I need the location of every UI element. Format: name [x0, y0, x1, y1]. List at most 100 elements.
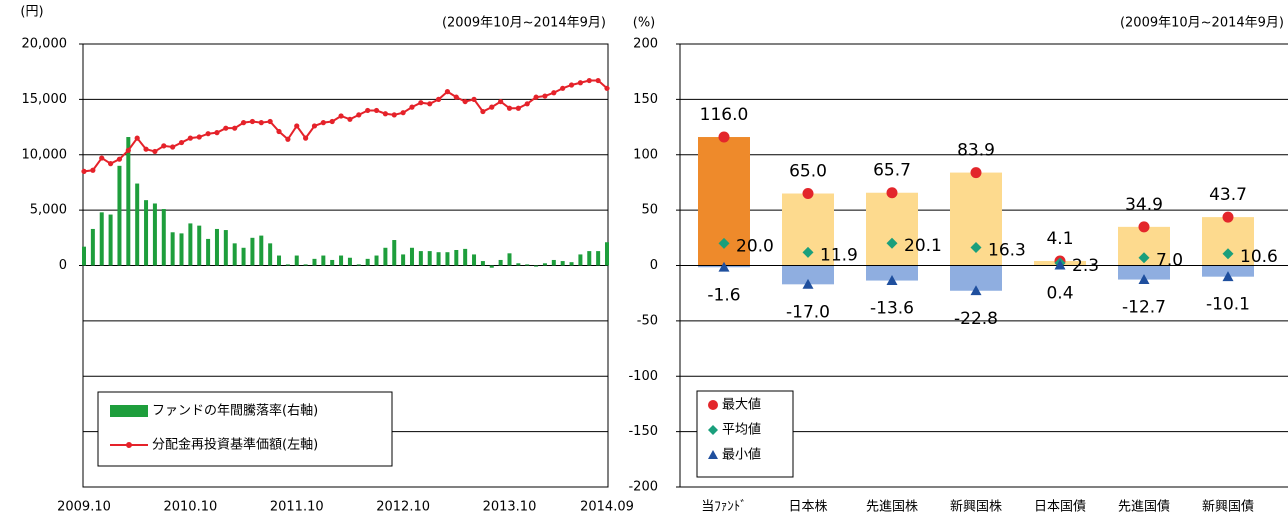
line-point [365, 107, 371, 114]
y-tick-label: 200 [633, 37, 658, 52]
bar [206, 238, 211, 266]
bar [117, 165, 122, 266]
marker [1054, 259, 1066, 270]
y-tick-label: 15,000 [22, 92, 68, 107]
x-tick-label: 新興国株 [950, 499, 1002, 515]
line-point [560, 85, 566, 91]
y-axis-unit: (%) [633, 16, 656, 31]
line-point [134, 135, 140, 141]
bar [569, 262, 574, 266]
bar [356, 264, 361, 266]
bar [551, 259, 556, 266]
line-point [303, 135, 309, 141]
value-label: -13.6 [870, 299, 914, 319]
y-tick-label: -200 [628, 480, 658, 495]
value-label: 0.4 [1046, 284, 1073, 304]
line-point [391, 112, 397, 118]
y-tick-label: 150 [633, 92, 658, 107]
value-label: -22.8 [954, 309, 998, 329]
line-point [551, 90, 557, 96]
line-point [258, 120, 264, 126]
min-bar [1202, 265, 1254, 277]
bar [534, 265, 539, 267]
bar [605, 242, 609, 266]
x-tick-label: 先進国債 [1118, 500, 1170, 515]
bar [392, 240, 397, 266]
marker [886, 187, 898, 199]
bar [126, 137, 131, 266]
bar [82, 246, 86, 266]
bar [427, 251, 432, 266]
y-tick-label: 50 [641, 203, 658, 218]
line-point [205, 131, 211, 137]
bar [170, 232, 175, 266]
line-point [99, 155, 105, 161]
line-point [125, 147, 131, 153]
legend-label: 最大値 [722, 397, 761, 413]
legend-swatch [110, 405, 148, 417]
value-label: 11.9 [820, 245, 858, 265]
bar [197, 225, 202, 266]
marker [718, 261, 730, 272]
bar [268, 243, 273, 266]
marker [718, 237, 730, 249]
line-point [90, 167, 96, 173]
line-point [107, 161, 114, 167]
line-point [81, 168, 87, 174]
line-point [143, 146, 149, 152]
marker [1222, 271, 1234, 282]
value-label: -1.6 [707, 285, 740, 305]
line-point [480, 108, 486, 115]
legend-marker [708, 450, 718, 459]
line-point [489, 104, 495, 110]
legend-label: 平均値 [722, 422, 761, 438]
line-point [382, 111, 388, 117]
bar [108, 214, 113, 266]
marker [1138, 274, 1150, 284]
legend-marker [708, 425, 718, 435]
line-point [542, 93, 548, 99]
marker [970, 241, 982, 253]
bar [498, 259, 503, 266]
bar [489, 265, 494, 268]
line-point [418, 100, 424, 106]
line-point [187, 135, 193, 141]
x-tick-label: 2014.09 [580, 500, 634, 515]
bar [542, 263, 547, 266]
line-point [586, 77, 592, 84]
y-tick-label: -150 [628, 424, 658, 439]
line-point [604, 85, 610, 91]
line-point [276, 128, 282, 135]
bar [250, 237, 255, 266]
y-tick-label: 20,000 [22, 37, 68, 52]
line-point [373, 107, 380, 114]
bar [303, 264, 308, 266]
line-point [427, 101, 433, 107]
line-point [320, 120, 326, 126]
bar [374, 255, 379, 266]
value-label: 4.1 [1046, 229, 1073, 249]
y-tick-label: 10,000 [22, 147, 68, 162]
bar [223, 230, 228, 266]
bar [152, 203, 157, 266]
line-point [471, 96, 477, 102]
bar [339, 255, 344, 266]
bar [560, 261, 565, 266]
y-tick-label: 0 [650, 258, 658, 273]
bar [418, 251, 423, 266]
x-tick-label: 2013.10 [483, 500, 537, 515]
marker [970, 285, 982, 296]
legend-box [97, 391, 393, 467]
bar [277, 255, 282, 266]
y-tick-label: 100 [633, 147, 658, 162]
line-point [232, 125, 238, 131]
line-point [409, 104, 415, 110]
value-label: -12.7 [1122, 298, 1166, 318]
marker [1138, 221, 1150, 233]
value-label: 116.0 [700, 105, 749, 125]
legend-label: 分配金再投資基準価額(左軸) [152, 437, 318, 453]
line-point [453, 94, 459, 100]
marker [1222, 211, 1234, 223]
x-tick-label: 新興国債 [1202, 499, 1254, 515]
value-label: 16.3 [988, 240, 1026, 260]
